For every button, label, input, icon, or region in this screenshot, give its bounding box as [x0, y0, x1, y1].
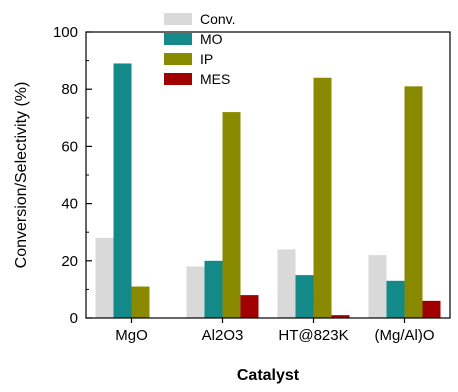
x-tick-label: HT@823K [278, 327, 348, 344]
y-ticks: 0 20 40 60 80 100 [53, 24, 92, 327]
legend-label: Conv. [200, 11, 236, 27]
bar-mes [240, 295, 259, 318]
legend-swatch [164, 13, 192, 25]
legend-label: MO [200, 31, 223, 47]
y-tick-label: 20 [61, 253, 78, 270]
x-tick-label: (Mg/Al)O [375, 327, 435, 344]
x-ticks: MgO Al2O3 HT@823K (Mg/Al)O [115, 318, 435, 344]
bar-conv [186, 266, 205, 318]
bar-mo [295, 275, 314, 318]
x-axis-title: Catalyst [237, 367, 300, 384]
x-tick-label: MgO [115, 327, 148, 344]
legend: Conv. MO IP MES [164, 11, 236, 87]
bar-mes [331, 315, 350, 318]
x-tick-label: Al2O3 [202, 327, 244, 344]
bar-conv [277, 249, 296, 318]
legend-label: IP [200, 51, 213, 67]
y-tick-label: 80 [61, 81, 78, 98]
bars [95, 63, 441, 319]
bar-mo [204, 260, 223, 318]
legend-swatch [164, 53, 192, 65]
bar-ip [131, 286, 150, 318]
bar-ip [222, 112, 241, 318]
y-tick-label: 60 [61, 138, 78, 155]
legend-label: MES [200, 71, 230, 87]
axes [85, 31, 451, 319]
y-tick-label: 40 [61, 196, 78, 213]
bar-conv [95, 237, 114, 318]
bar-mo [113, 63, 132, 319]
bar-ip [313, 77, 332, 318]
bar-ip [404, 86, 423, 318]
y-tick-label: 0 [70, 310, 78, 327]
bar-mo [386, 280, 405, 318]
legend-swatch [164, 33, 192, 45]
legend-swatch [164, 73, 192, 85]
y-axis-title: Conversion/Selectivity (%) [13, 82, 30, 269]
bar-mes [422, 300, 441, 318]
plot-frame [85, 31, 451, 319]
y-tick-label: 100 [53, 24, 78, 41]
bar-conv [368, 255, 387, 318]
